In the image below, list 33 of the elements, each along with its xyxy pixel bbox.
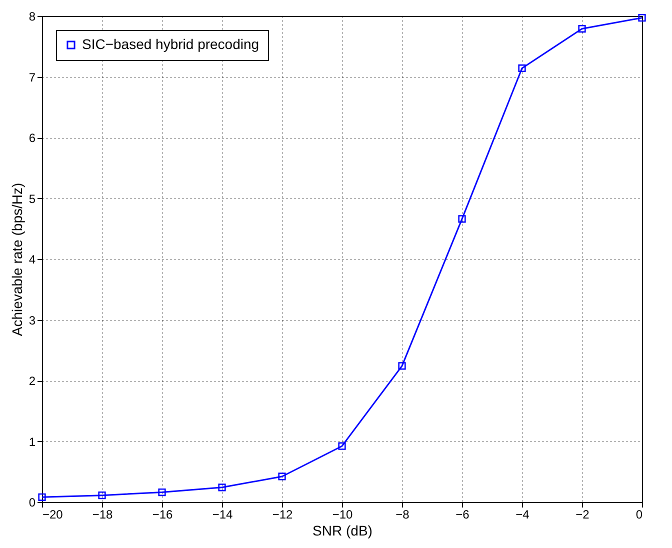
x-tick-label: −18 — [92, 508, 113, 522]
x-tick-label: −10 — [332, 508, 353, 522]
x-tick-label: −16 — [152, 508, 173, 522]
legend-label: SIC−based hybrid precoding — [82, 36, 260, 52]
x-tick-label: −14 — [212, 508, 233, 522]
x-axis-title: SNR (dB) — [312, 522, 372, 538]
point — [578, 24, 586, 33]
y-tick-label: 6 — [28, 131, 36, 145]
point — [458, 215, 466, 223]
point — [518, 64, 526, 72]
y-tick-label: 2 — [28, 374, 36, 388]
y-tick-label: 5 — [28, 192, 36, 206]
x-tick-label: −4 — [516, 508, 530, 522]
point — [278, 472, 286, 480]
x-tick-label: −8 — [396, 508, 410, 522]
point — [98, 492, 106, 500]
y-axis-title: Achievable rate (bps/Hz) — [8, 182, 25, 336]
point — [398, 362, 406, 370]
x-tick-label: −2 — [576, 508, 590, 522]
x-tick-label: −20 — [42, 508, 64, 522]
point — [218, 484, 226, 492]
point — [638, 14, 646, 22]
y-tick-label: 3 — [28, 313, 36, 328]
y-tick-label: 1 — [28, 434, 36, 449]
point — [158, 488, 166, 496]
point — [338, 442, 346, 450]
x-tick-label: −12 — [272, 508, 293, 522]
y-tick-label: 4 — [28, 252, 36, 266]
x-tick-label: 0 — [636, 508, 643, 522]
y-tick-label: 8 — [28, 10, 36, 24]
x-tick-label: −6 — [456, 508, 470, 522]
y-tick-label: 0 — [28, 496, 36, 510]
y-tick-label: 7 — [28, 70, 36, 84]
